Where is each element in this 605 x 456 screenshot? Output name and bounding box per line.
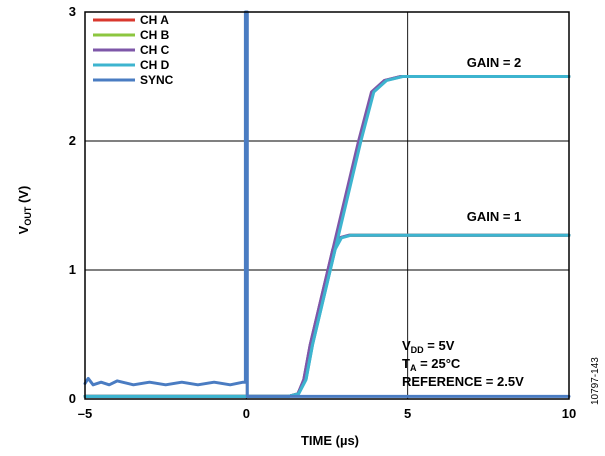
x-tick-label: 10	[562, 406, 576, 421]
x-axis-title: TIME (µs)	[301, 433, 359, 448]
legend-label-ch-d: CH D	[140, 58, 170, 72]
y-tick-label: 1	[69, 262, 76, 277]
figure-id: 10797-143	[590, 357, 601, 405]
x-tick-label: –5	[78, 406, 92, 421]
annotation-ta: TA = 25°C	[402, 356, 461, 373]
y-tick-label: 0	[69, 391, 76, 406]
legend-label-ch-c: CH C	[140, 43, 170, 57]
y-axis-title: VOUT (V)	[16, 186, 33, 235]
legend-label-sync: SYNC	[140, 73, 174, 87]
annotation-gain-1: GAIN = 1	[467, 209, 522, 224]
legend-label-ch-b: CH B	[140, 28, 170, 42]
x-tick-label: 0	[243, 406, 250, 421]
plot-frame	[84, 11, 570, 400]
legend-label-ch-a: CH A	[140, 13, 169, 27]
y-tick-label: 3	[69, 4, 76, 19]
x-tick-labels: –5 0 5 10	[78, 406, 576, 421]
series-line-ch-c	[83, 233, 571, 398]
y-tick-labels: 0 1 2 3	[69, 4, 76, 406]
x-tick-label: 5	[404, 406, 411, 421]
series-line-ch-a	[83, 233, 571, 398]
annotation-reference: REFERENCE = 2.5V	[402, 374, 524, 389]
annotation-gain-2: GAIN = 2	[467, 55, 522, 70]
series-line-ch-b	[83, 233, 571, 398]
y-tick-label: 2	[69, 133, 76, 148]
annotation-vdd: VDD = 5V	[402, 338, 455, 355]
series-line-ch-d	[83, 233, 571, 398]
